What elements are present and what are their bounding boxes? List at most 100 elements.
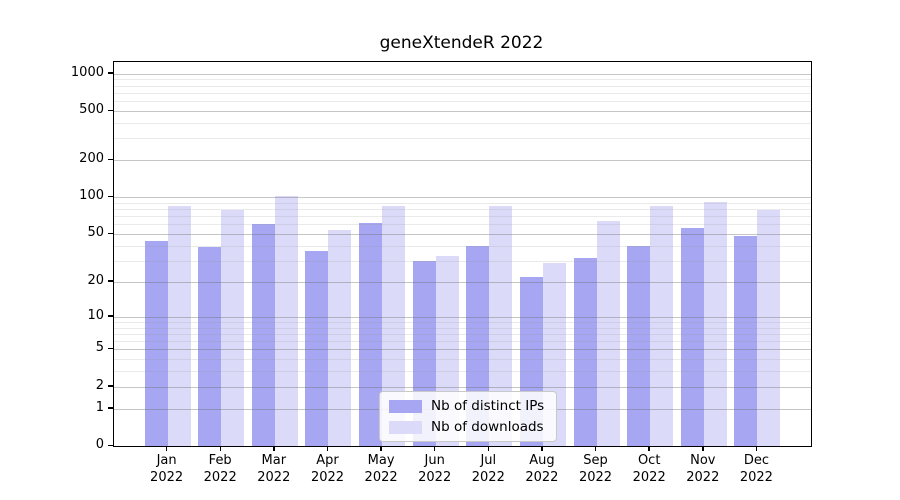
year-label: 2022 — [310, 470, 345, 486]
legend-label: Nb of downloads — [431, 419, 544, 435]
major-gridline — [114, 73, 811, 75]
major-gridline — [114, 316, 811, 318]
x-axis-tick-label: Oct 2022 — [619, 452, 679, 486]
minor-gridline — [114, 260, 811, 262]
y-axis-tick — [108, 195, 113, 198]
legend: Nb of distinct IPs Nb of downloads — [379, 391, 558, 442]
x-axis-tick-label: Dec 2022 — [726, 452, 786, 486]
chart-title: geneXtendeR 2022 — [379, 33, 544, 53]
x-axis-tick — [219, 446, 221, 451]
major-gridline — [114, 111, 811, 112]
bar-distinct-ips — [359, 222, 383, 446]
bar-downloads — [274, 195, 298, 446]
y-axis-tick — [108, 158, 113, 161]
y-axis-tick — [108, 385, 113, 387]
y-axis-tick-label: 1 — [95, 399, 104, 415]
bar-downloads — [489, 205, 513, 446]
y-axis-tick — [108, 407, 113, 409]
minor-gridline — [114, 371, 811, 373]
y-axis-tick-label: 20 — [87, 272, 104, 288]
major-gridline — [114, 234, 811, 236]
x-axis-tick — [273, 446, 275, 451]
year-label: 2022 — [632, 470, 666, 486]
bar-distinct-ips — [734, 236, 758, 446]
minor-gridline — [114, 79, 811, 81]
y-axis-tick-label: 200 — [79, 151, 104, 167]
x-axis-tick — [380, 446, 382, 451]
x-axis-tick-label: Jun 2022 — [405, 452, 465, 486]
minor-gridline — [114, 245, 811, 247]
x-axis-tick — [541, 446, 543, 451]
month-label: Jun — [424, 453, 445, 468]
y-axis-tick — [108, 109, 113, 111]
bar-distinct-ips — [627, 245, 651, 446]
x-axis-tick — [755, 446, 758, 451]
year-label: 2022 — [257, 470, 291, 486]
plot-area: Nb of distinct IPs Nb of downloads — [113, 61, 812, 447]
minor-gridline — [114, 85, 811, 87]
x-axis-tick-label: Apr 2022 — [298, 452, 358, 486]
bar-downloads — [328, 230, 352, 446]
month-label: Mar — [261, 453, 287, 468]
x-axis-tick — [487, 446, 490, 451]
y-axis-tick-label: 50 — [87, 225, 104, 241]
major-gridline — [114, 160, 811, 162]
year-label: 2022 — [686, 470, 720, 486]
major-gridline — [114, 349, 811, 351]
month-label: Jan — [156, 453, 177, 468]
y-axis-tick — [108, 72, 113, 74]
x-axis-tick — [326, 446, 329, 451]
minor-gridline — [114, 92, 811, 94]
minor-gridline — [114, 216, 811, 218]
bar-downloads — [221, 209, 245, 446]
bar-downloads — [382, 205, 406, 446]
year-label: 2022 — [203, 470, 237, 486]
y-axis-tick — [108, 315, 113, 317]
year-label: 2022 — [578, 470, 613, 486]
y-axis-tick — [108, 232, 113, 235]
x-axis-tick-label: Feb 2022 — [190, 452, 250, 486]
y-axis-tick-label: 2 — [95, 377, 104, 393]
month-label: Sep — [583, 453, 608, 468]
month-label: Nov — [690, 453, 716, 468]
bar-downloads — [167, 205, 191, 446]
y-axis-tick-label: 5 — [95, 340, 104, 356]
legend-swatch-downloads — [389, 420, 422, 434]
minor-gridline — [114, 122, 811, 124]
x-axis-tick-label: Aug 2022 — [512, 452, 572, 486]
month-label: May — [367, 453, 395, 468]
month-label: Aug — [529, 453, 555, 468]
year-label: 2022 — [418, 470, 452, 486]
y-axis-tick-label: 0 — [95, 437, 104, 452]
minor-gridline — [114, 224, 811, 226]
bar-distinct-ips — [198, 247, 222, 446]
y-axis-tick — [108, 347, 113, 350]
bar-distinct-ips — [573, 257, 597, 446]
month-label: Feb — [208, 453, 232, 468]
x-axis-tick-label: Mar 2022 — [244, 452, 304, 486]
y-axis-tick-label: 1000 — [70, 64, 104, 80]
minor-gridline — [114, 202, 811, 204]
bar-downloads — [596, 221, 620, 446]
year-label: 2022 — [150, 470, 184, 486]
y-axis-tick — [108, 280, 113, 282]
y-axis-tick — [108, 444, 113, 446]
legend-label: Nb of distinct IPs — [431, 398, 545, 414]
y-axis-tick-label: 500 — [79, 102, 104, 117]
year-label: 2022 — [471, 470, 505, 486]
legend-item-downloads: Nb of downloads — [389, 419, 546, 435]
bar-distinct-ips — [305, 251, 329, 446]
minor-gridline — [114, 209, 811, 211]
month-label: Dec — [743, 453, 769, 468]
x-axis-tick-label: May 2022 — [351, 452, 411, 486]
bar-distinct-ips — [680, 228, 704, 446]
bar-distinct-ips — [251, 223, 275, 446]
bar-distinct-ips — [144, 240, 168, 446]
bar-downloads — [703, 201, 727, 446]
minor-gridline — [114, 101, 811, 103]
month-label: Jul — [480, 453, 497, 468]
year-label: 2022 — [364, 470, 398, 486]
x-axis-tick-label: Sep 2022 — [566, 452, 626, 486]
minor-gridline — [114, 138, 811, 140]
